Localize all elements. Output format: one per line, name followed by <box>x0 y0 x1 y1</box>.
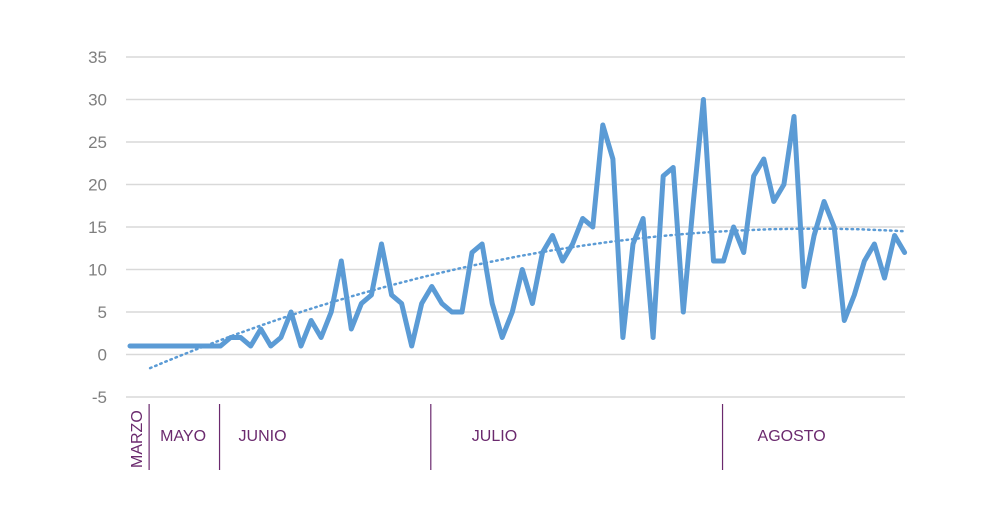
series-line <box>127 97 908 349</box>
month-label: MAYO <box>160 428 206 445</box>
y-tick-label: 25 <box>88 133 107 152</box>
y-tick-label: 30 <box>88 91 107 110</box>
y-tick-label: 5 <box>98 303 107 322</box>
month-label: AGOSTO <box>758 428 826 445</box>
y-tick-label: 15 <box>88 218 107 237</box>
y-tick-label: 0 <box>98 346 107 365</box>
month-label: JULIO <box>472 428 517 445</box>
month-axis: MARZO MAYO JUNIO JULIO AGOSTO <box>129 404 826 470</box>
y-tick-label: -5 <box>92 388 107 407</box>
gridlines <box>126 56 905 398</box>
month-label: JUNIO <box>239 428 287 445</box>
y-tick-label: 20 <box>88 176 107 195</box>
trend-line-path <box>148 227 906 370</box>
trend-line <box>148 227 906 370</box>
y-tick-label: 35 <box>88 48 107 67</box>
month-label: MARZO <box>129 410 146 468</box>
data-series <box>127 97 908 349</box>
y-tick-label: 10 <box>88 261 107 280</box>
y-axis-ticks: 35 30 25 20 15 10 5 0 -5 <box>88 48 107 407</box>
